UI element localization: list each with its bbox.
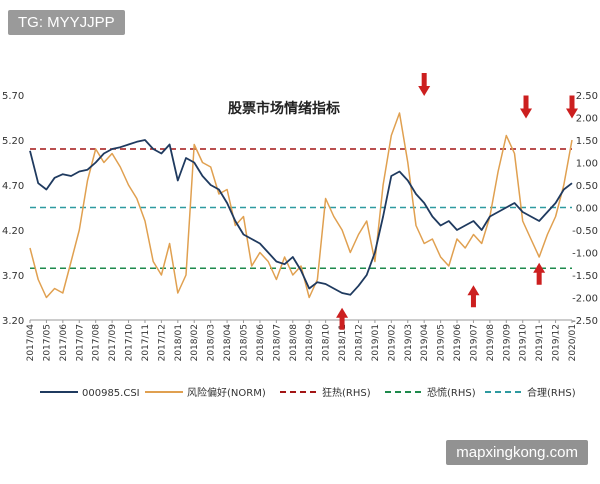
arrow-up-icon [470, 294, 476, 308]
right-tick-label: 1.00 [576, 159, 598, 170]
x-tick-label: 2019/10 [519, 324, 529, 362]
x-tick-label: 2017/10 [125, 324, 135, 362]
legend-label: 000985.CSI [82, 388, 140, 399]
x-tick-label: 2017/04 [26, 324, 36, 362]
left-tick-label: 4.20 [2, 226, 24, 237]
x-tick-label: 2018/10 [322, 324, 332, 362]
left-tick-label: 3.20 [2, 316, 24, 327]
chart-axes: 5.70 5.20 4.70 4.20 3.70 3.20 2.50 2.00 1.50 1.00… [2, 91, 598, 361]
arrow-up-icon-head [533, 262, 546, 273]
x-tick-label: 2017/05 [42, 324, 52, 361]
arrow-down-icon-head [520, 108, 533, 119]
arrow-up-icon-head [336, 307, 349, 318]
legend-label: 风险偏好(NORM) [187, 386, 266, 399]
x-tick-label: 2018/11 [338, 324, 348, 361]
left-tick-label: 5.70 [2, 91, 24, 102]
x-tick-label: 2019/06 [453, 324, 463, 362]
x-tick-label: 2017/08 [92, 324, 102, 362]
x-tick-label: 2018/02 [190, 324, 200, 361]
x-tick-label: 2018/07 [272, 324, 282, 361]
series-line [29, 139, 573, 296]
x-tick-label: 2019/11 [535, 324, 545, 361]
arrow-down-icon [421, 73, 427, 87]
x-tick-label: 2019/09 [502, 324, 512, 362]
arrow-up-icon-head [467, 285, 480, 296]
x-tick-label: 2017/09 [108, 324, 118, 362]
x-tick-label: 2017/07 [75, 324, 85, 361]
x-tick-label: 2018/04 [223, 324, 233, 362]
chart-legend: 000985.CSI 风险偏好(NORM) 狂热(RHS) 恐慌(RHS) 合理(RHS… [40, 386, 576, 399]
right-tick-label: -2.00 [572, 294, 598, 305]
right-tick-label: -2.50 [572, 316, 598, 327]
x-tick-label: 2019/04 [420, 324, 430, 362]
arrow-up-icon [339, 316, 345, 330]
x-tick-label: 2019/12 [552, 324, 562, 361]
x-tick-label: 2019/02 [387, 324, 397, 361]
left-tick-label: 3.70 [2, 271, 24, 282]
x-tick-label: 2017/12 [157, 324, 167, 361]
x-tick-label: 2019/07 [469, 324, 479, 361]
x-tick-label: 2018/06 [256, 324, 266, 362]
x-tick-label: 2019/05 [437, 324, 447, 361]
right-tick-label: 2.00 [576, 114, 598, 125]
x-tick-label: 2018/09 [305, 324, 315, 362]
x-tick-label: 2017/06 [59, 324, 69, 362]
legend-label: 合理(RHS) [527, 386, 576, 399]
left-tick-label: 4.70 [2, 181, 24, 192]
arrow-down-icon-head [418, 86, 431, 96]
right-tick-label: 1.50 [576, 136, 598, 147]
series-line [29, 112, 573, 299]
arrow-down-icon [523, 95, 529, 110]
x-tick-label: 2017/11 [141, 324, 151, 361]
x-tick-label: 2019/01 [371, 324, 381, 361]
right-tick-label: -1.00 [572, 249, 598, 260]
arrow-down-icon-head [566, 108, 578, 119]
x-tick-label: 2018/03 [207, 324, 217, 361]
right-tick-label: 0.50 [576, 181, 598, 192]
x-tick-label: 2020/01 [568, 324, 578, 361]
legend-label: 恐慌(RHS) [427, 387, 476, 399]
x-tick-label: 2018/01 [174, 324, 184, 361]
right-tick-label: -1.50 [572, 271, 598, 282]
x-tick-label: 2018/12 [354, 324, 364, 361]
arrow-up-icon [536, 271, 542, 285]
right-tick-label: -0.50 [572, 226, 598, 237]
x-tick-label: 2018/08 [289, 324, 299, 362]
series-lines [29, 112, 573, 299]
x-tick-label: 2019/08 [486, 324, 496, 362]
arrow-down-icon [569, 95, 575, 110]
x-tick-label: 2019/03 [404, 324, 414, 361]
right-tick-label: 2.50 [576, 91, 598, 102]
watermark-bottom: mapxingkong.com [446, 440, 588, 465]
watermark-top: TG: MYYJJPP [8, 10, 125, 35]
x-tick-label: 2018/05 [240, 324, 250, 361]
right-tick-label: 0.00 [576, 204, 598, 215]
annotation-arrows [336, 73, 578, 330]
legend-label: 狂热(RHS) [322, 386, 371, 399]
chart-title: 股票市场情绪指标 [228, 100, 340, 117]
left-tick-label: 5.20 [2, 136, 24, 147]
